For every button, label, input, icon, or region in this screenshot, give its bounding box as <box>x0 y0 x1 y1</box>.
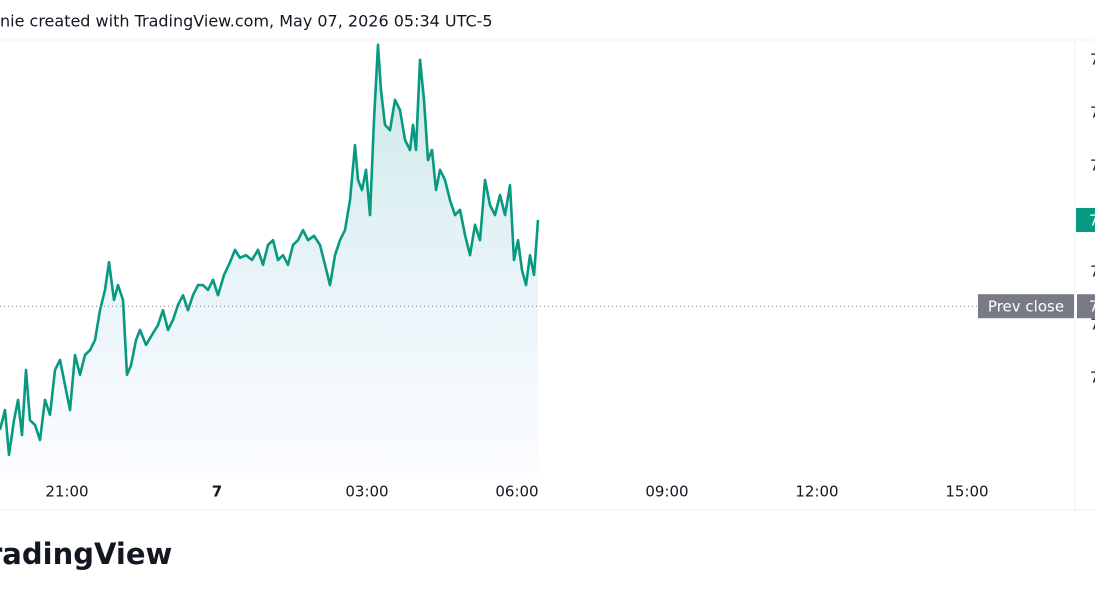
prev-close-box <box>978 294 1074 319</box>
x-tick-label: 03:00 <box>345 483 388 501</box>
prev-close-value-box <box>1077 294 1095 319</box>
last-value-box <box>1076 207 1095 232</box>
header: nie created with TradingView.com, May 07… <box>0 12 493 31</box>
price-scale-label: 7 <box>1090 157 1095 175</box>
prev-close-label: Prev close <box>988 298 1064 316</box>
price-scale-label: 7 <box>1090 104 1095 122</box>
x-tick-label: 7 <box>212 483 222 501</box>
area-fill <box>0 44 538 481</box>
last-value-label: 7 <box>1089 211 1095 229</box>
x-tick-label: 06:00 <box>495 483 538 501</box>
price-scale-label: 7 <box>1090 51 1095 69</box>
logo: radingView <box>0 537 172 571</box>
price-line <box>0 43 540 457</box>
x-tick-label: 21:00 <box>45 483 88 501</box>
x-tick-label: 09:00 <box>645 483 688 501</box>
price-scale-label: 7 <box>1090 316 1095 334</box>
x-tick-label: 15:00 <box>945 483 988 501</box>
x-tick-label: 12:00 <box>795 483 838 501</box>
prev-close-value-label: 7 <box>1089 298 1095 316</box>
price-scale-label: 7 <box>1090 263 1095 281</box>
price-scale-label: 7 <box>1090 369 1095 387</box>
